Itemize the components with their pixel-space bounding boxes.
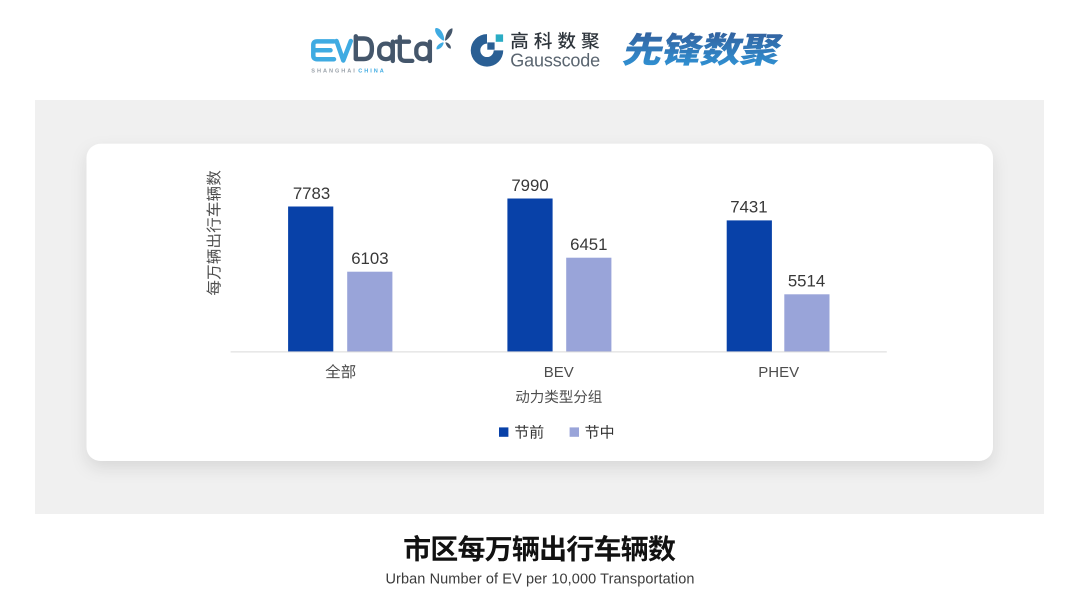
svg-text:PHEV: PHEV (758, 364, 799, 381)
svg-text:SHANGHAI: SHANGHAI (311, 69, 356, 75)
svg-text:7990: 7990 (511, 176, 548, 195)
svg-text:Urban Number of EV per 10,000: Urban Number of EV per 10,000 Transporta… (385, 572, 694, 588)
svg-text:6103: 6103 (351, 249, 388, 268)
svg-text:CHINA: CHINA (358, 69, 385, 75)
svg-text:7431: 7431 (730, 198, 767, 217)
svg-text:Gausscode: Gausscode (510, 51, 600, 71)
svg-text:5514: 5514 (788, 272, 825, 291)
svg-text:7783: 7783 (293, 184, 330, 203)
svg-text:BEV: BEV (544, 364, 574, 381)
svg-text:6451: 6451 (570, 235, 607, 254)
